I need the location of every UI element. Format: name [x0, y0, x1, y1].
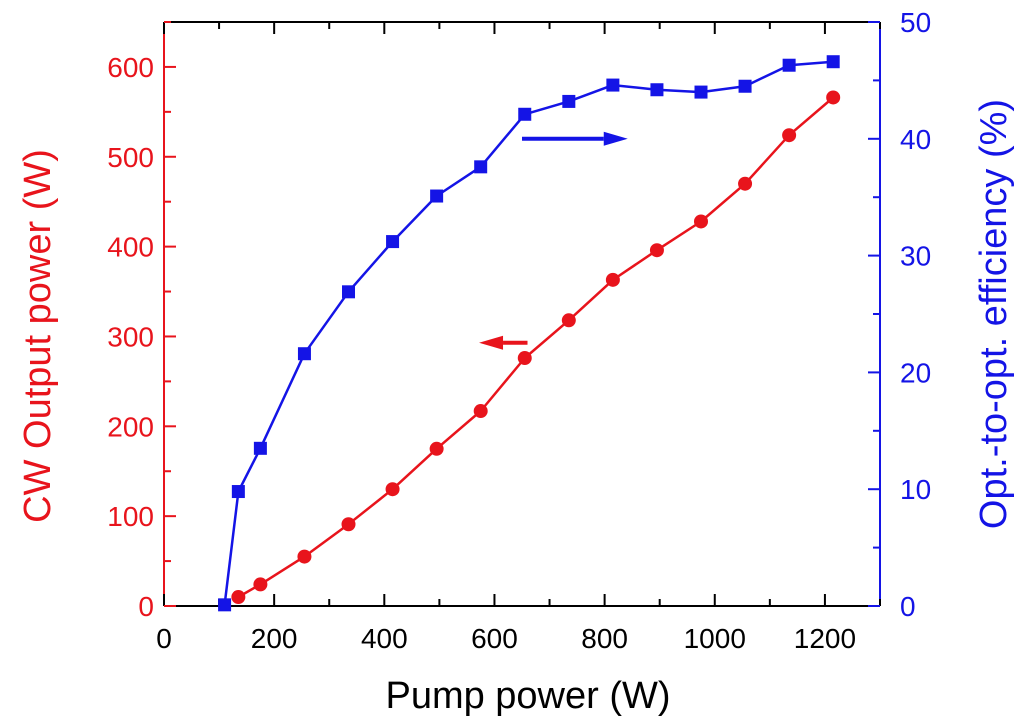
output-power-point [561, 313, 576, 328]
y-left-tick-label: 400 [107, 232, 154, 263]
x-tick-label: 0 [156, 623, 172, 654]
x-tick-label: 600 [471, 623, 518, 654]
series-layer [218, 55, 841, 612]
y-right-tick-label: 20 [900, 357, 931, 388]
x-tick-label: 200 [251, 623, 298, 654]
output-power-point [429, 441, 444, 456]
output-power-point [473, 404, 488, 419]
y-right-tick-label: 50 [900, 7, 931, 38]
x-axis-title: Pump power (W) [385, 675, 670, 717]
y-axis-right: 0 10 20 30 40 50 [868, 7, 931, 622]
y-right-tick-label: 0 [900, 591, 916, 622]
y-axis-left: 0 100 200 300 400 500 600 [107, 21, 176, 622]
output-power-point [341, 517, 356, 532]
output-power-line [237, 96, 835, 599]
output-power-point [782, 128, 797, 143]
efficiency-point [342, 285, 356, 299]
plot-frame [163, 21, 881, 607]
x-tick-label: 1000 [684, 623, 746, 654]
output-power-point [826, 90, 841, 105]
efficiency-line [223, 60, 834, 605]
y-left-tick-label: 0 [138, 591, 154, 622]
output-power-point [253, 577, 268, 592]
efficiency-point [231, 485, 245, 499]
output-power-point [694, 214, 708, 229]
efficiency-point [738, 79, 752, 93]
efficiency-point [650, 83, 664, 97]
efficiency-point [694, 85, 708, 99]
x-tick-label: 800 [581, 623, 628, 654]
efficiency-point [430, 189, 444, 203]
efficiency-point [518, 107, 532, 121]
efficiency-arrowhead [603, 131, 628, 146]
output-power-point [231, 590, 246, 605]
y-left-tick-label: 600 [107, 52, 154, 83]
efficiency-point [826, 55, 840, 69]
y-axis-left-title: CW Output power (W) [17, 149, 59, 523]
efficiency-point [606, 78, 620, 92]
annotation-layer [479, 131, 628, 350]
efficiency-point [474, 160, 488, 174]
y-left-tick-label: 300 [107, 321, 154, 352]
efficiency-point [253, 441, 267, 455]
efficiency-point [218, 598, 232, 612]
y-right-tick-label: 40 [900, 124, 931, 155]
output-power-point [605, 272, 620, 287]
output-power-point [297, 549, 312, 564]
y-left-tick-label: 500 [107, 142, 154, 173]
output-power-point [649, 243, 664, 258]
output-power-arrowhead [479, 335, 504, 350]
y-left-tick-label: 100 [107, 501, 154, 532]
efficiency-point [782, 58, 796, 72]
x-axis: 0 200 400 600 800 1000 1200 [156, 22, 881, 654]
y-left-tick-label: 200 [107, 411, 154, 442]
y-axis-right-title: Opt.-to-opt. efficiency (%) [973, 99, 1015, 529]
efficiency-point [386, 235, 400, 249]
x-tick-label: 1200 [794, 623, 856, 654]
output-power-point [738, 176, 753, 191]
x-tick-label: 400 [361, 623, 408, 654]
efficiency-point [562, 94, 576, 108]
efficiency-point [297, 347, 311, 361]
y-right-tick-label: 30 [900, 241, 931, 272]
output-power-point [517, 351, 532, 366]
y-right-tick-label: 10 [900, 474, 931, 505]
output-power-point [385, 482, 400, 497]
